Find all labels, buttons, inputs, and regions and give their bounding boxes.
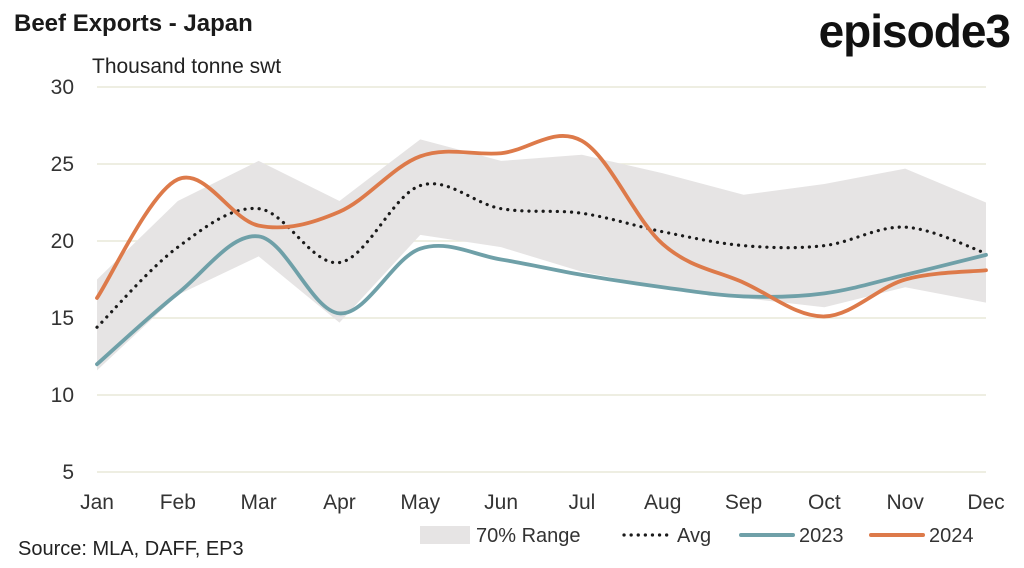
- legend-label-avg: Avg: [677, 525, 711, 547]
- x-tick-label: Jan: [80, 491, 114, 514]
- y-tick-label: 20: [51, 230, 74, 253]
- legend-label-2024: 2024: [929, 525, 974, 547]
- legend-label-range: 70% Range: [476, 525, 581, 547]
- x-tick-label: May: [400, 491, 440, 514]
- x-tick-label: Mar: [241, 491, 277, 514]
- series-lines: [95, 134, 988, 367]
- x-tick-label: Apr: [323, 491, 356, 514]
- episode3-logo: episode3: [818, 5, 1011, 57]
- legend-label-2023: 2023: [799, 525, 844, 547]
- x-tick-label: Sep: [725, 491, 762, 514]
- x-tick-label: Oct: [808, 491, 841, 514]
- y-tick-label: 10: [51, 384, 74, 407]
- x-tick-label: Nov: [887, 491, 925, 514]
- range-area: [97, 139, 986, 371]
- series-2024-line: [95, 134, 988, 319]
- x-tick-label: Feb: [160, 491, 196, 514]
- legend: 70% Range Avg 2023 2024: [420, 525, 974, 547]
- legend-swatch-range: [420, 526, 470, 544]
- x-tick-labels: Jan Feb Mar Apr May Jun Jul Aug Sep Oct Nov Dec: [80, 491, 1005, 514]
- y-tick-label: 30: [51, 76, 74, 99]
- x-tick-label: Jul: [568, 491, 595, 514]
- x-tick-label: Aug: [644, 491, 681, 514]
- source-note: Source: MLA, DAFF, EP3: [18, 538, 244, 560]
- y-axis-label: Thousand tonne swt: [92, 55, 282, 78]
- y-tick-label: 5: [62, 461, 74, 484]
- x-tick-label: Dec: [967, 491, 1004, 514]
- range-band: [97, 139, 986, 371]
- chart-title: Beef Exports - Japan: [14, 10, 253, 37]
- y-tick-label: 15: [51, 307, 74, 330]
- y-tick-labels: 5 10 15 20 25 30: [51, 76, 74, 484]
- series-2023-line: [95, 234, 988, 367]
- y-tick-label: 25: [51, 153, 74, 176]
- x-tick-label: Jun: [484, 491, 518, 514]
